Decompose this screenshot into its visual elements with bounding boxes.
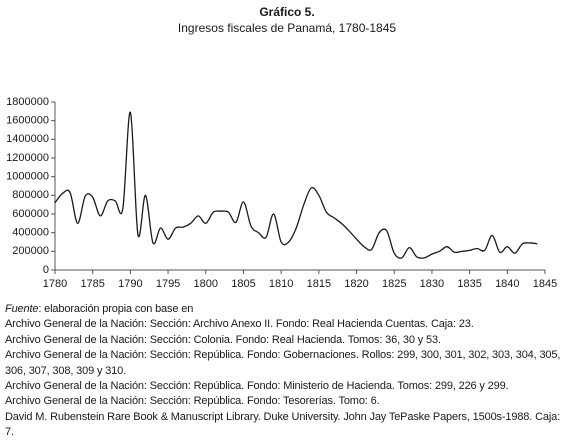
- source-entry: Archivo General de la Nación: Sección: C…: [5, 333, 441, 346]
- y-tick-label: 800000: [12, 189, 49, 201]
- x-tick-label: 1830: [420, 278, 444, 290]
- source-text: : elaboración propia con base en: [38, 303, 194, 315]
- x-tick-label: 1795: [156, 278, 180, 290]
- source-label: Fuente: [5, 303, 39, 315]
- page: {"chart_data": {"type": "line", "title":…: [5, 5, 561, 439]
- y-tick-label: 200000: [12, 245, 49, 257]
- x-tick-label: 1785: [80, 278, 104, 290]
- x-tick-label: 1800: [194, 278, 218, 290]
- chart-title: Gráfico 5.: [259, 5, 314, 19]
- source-line: Fuente: elaboración propia con base en: [5, 302, 571, 317]
- x-tick-label: 1780: [43, 278, 67, 290]
- source-entry: Archivo General de la Nación: Sección: R…: [5, 349, 561, 377]
- x-tick-label: 1805: [231, 278, 255, 290]
- chart-subtitle: Ingresos fiscales de Panamá, 1780-1845: [178, 21, 396, 35]
- source-entry: Archivo General de la Nación: Sección: R…: [5, 395, 380, 408]
- source-entry: David M. Rubenstein Rare Book & Manuscri…: [5, 410, 561, 439]
- y-tick-label: 1200000: [6, 152, 49, 164]
- x-tick-label: 1820: [344, 278, 368, 290]
- x-tick-label: 1815: [307, 278, 331, 290]
- data-line: [54, 111, 538, 259]
- source-notes: Fuente: elaboración propia con base en A…: [5, 302, 571, 441]
- chart: Gráfico 5. Ingresos fiscales de Panamá, …: [6, 5, 557, 290]
- y-tick-label: 1600000: [6, 115, 49, 127]
- source-entry: Archivo General de la Nación: Sección: A…: [5, 318, 474, 331]
- y-tick-label: 400000: [12, 227, 49, 239]
- source-entry: Archivo General de la Nación: Sección: R…: [5, 380, 509, 393]
- x-tick-label: 1845: [533, 278, 557, 290]
- x-tick-label: 1835: [457, 278, 481, 290]
- x-tick-label: 1810: [269, 278, 293, 290]
- y-tick-label: 1000000: [6, 171, 49, 183]
- y-tick-label: 0: [43, 264, 49, 276]
- x-tick-label: 1790: [118, 278, 142, 290]
- x-tick-label: 1825: [382, 278, 406, 290]
- y-tick-label: 600000: [12, 208, 49, 220]
- y-tick-label: 1800000: [6, 96, 49, 108]
- x-tick-label: 1840: [495, 278, 519, 290]
- y-tick-label: 1400000: [6, 133, 49, 145]
